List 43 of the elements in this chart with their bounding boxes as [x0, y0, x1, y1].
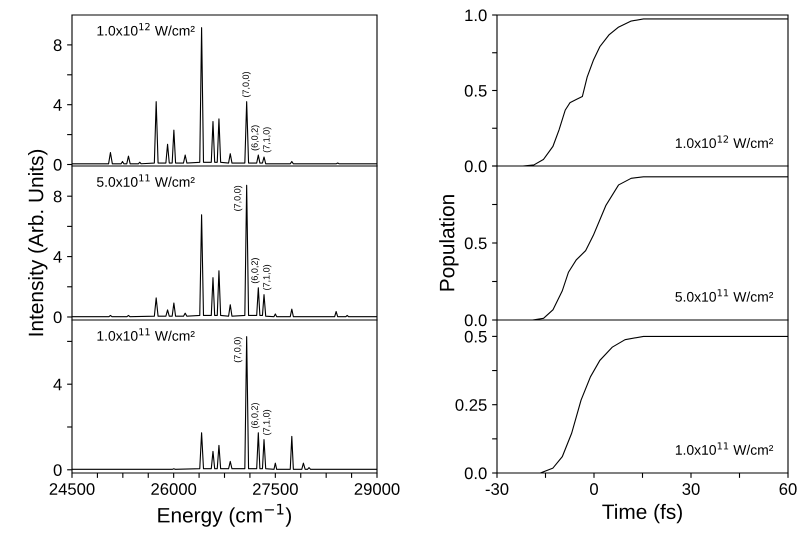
y-tick-label: 4: [53, 251, 62, 263]
annotation: (7,1,0): [262, 410, 272, 435]
y-tick-label: 0.5: [464, 237, 487, 250]
x-tick-label: 26000: [151, 483, 196, 495]
y-tick-label: 1.0: [465, 9, 487, 22]
x-tick-label: -30: [486, 483, 508, 495]
annotation: (6,0,2): [251, 403, 260, 428]
y-tick-label: 8: [54, 190, 62, 202]
annotation: (7,0,0): [242, 72, 251, 97]
y-tick-label: 0.0: [464, 314, 487, 326]
annotation: 5.0x10$^{11}$ W/cm²: [96, 174, 195, 187]
annotation: (7,1,0): [262, 127, 272, 152]
y-axis-title: Population: [439, 195, 459, 291]
annotation: 5.0x10$^{11}$ W/cm²: [675, 289, 774, 302]
annotation: 1.0x10$^{11}$ W/cm²: [97, 328, 195, 341]
x-tick-label: 29000: [354, 483, 400, 495]
annotation: (6,0,2): [251, 258, 260, 284]
y-tick-label: 4: [53, 99, 62, 111]
y-tick-label: 0: [54, 158, 62, 171]
x-tick-label: 24500: [50, 483, 95, 495]
annotation: (7,1,0): [262, 264, 272, 290]
y-tick-label: 4: [53, 378, 62, 390]
annotation: 1.0x10$^{11}$ W/cm²: [676, 442, 774, 455]
y-axis-title: Intensity (Arb. Units): [28, 150, 48, 336]
x-tick-label: 30: [682, 483, 700, 495]
y-tick-label: 0.5: [464, 330, 487, 343]
x-tick-label: 27500: [253, 483, 298, 495]
y-tick-label: 0: [54, 464, 62, 476]
x-axis-title: Time (fs): [602, 504, 682, 524]
y-tick-label: 0.25: [455, 399, 487, 411]
x-tick-label: 60: [780, 483, 797, 495]
y-tick-label: 8: [54, 39, 62, 52]
y-tick-label: 0.0: [464, 467, 487, 480]
y-tick-label: 0: [54, 311, 62, 324]
y-tick-label: 0.0: [464, 160, 487, 172]
annotation: 1.0x10$^{12}$ W/cm²: [97, 22, 195, 36]
y-tick-label: 0.5: [464, 84, 487, 97]
annotation: 1.0x10$^{12}$ W/cm²: [676, 135, 774, 148]
annotation: (7,0,0): [234, 186, 242, 211]
x-tick-label: 0: [590, 483, 598, 495]
x-axis-title: Energy (cm$^{−1}$): [158, 504, 291, 527]
annotation: (7,0,0): [234, 337, 242, 362]
annotation: (6,0,2): [251, 125, 260, 150]
